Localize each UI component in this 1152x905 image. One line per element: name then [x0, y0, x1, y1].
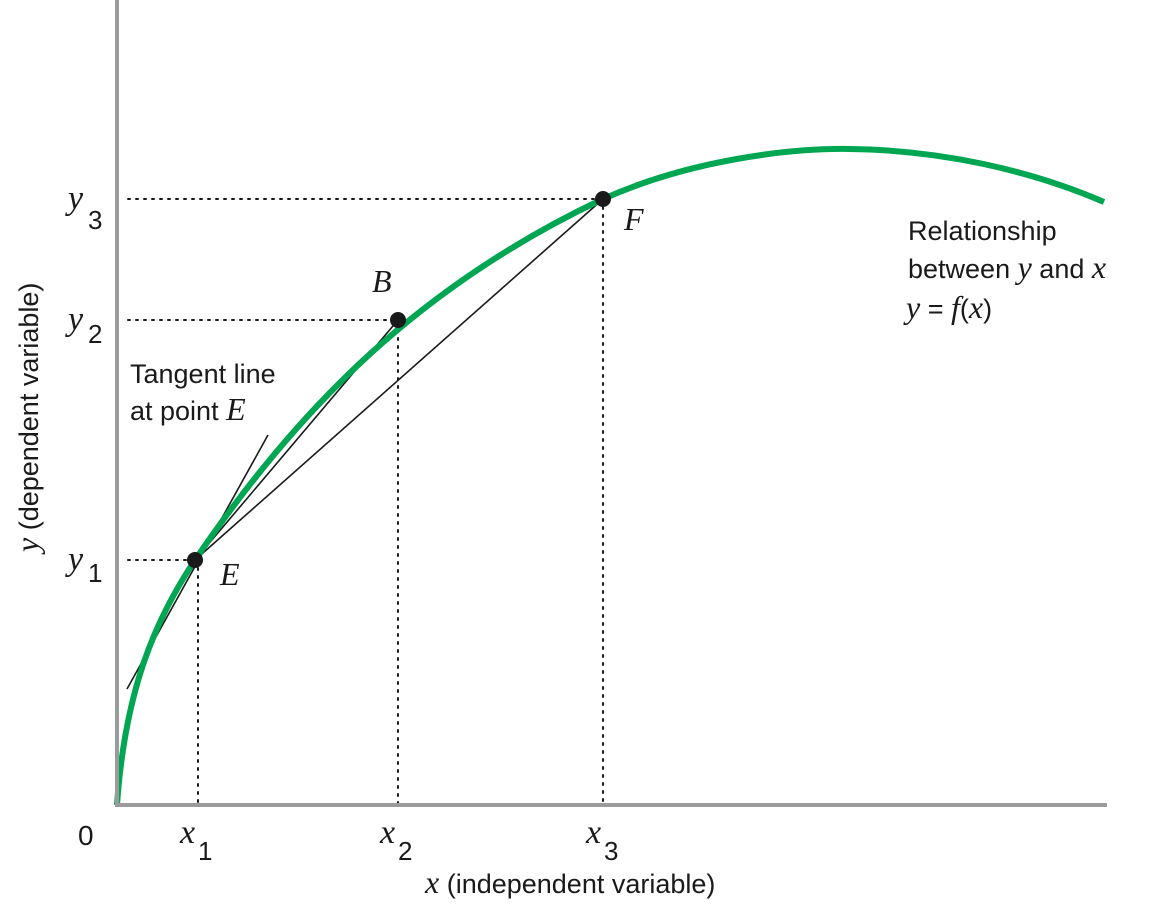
guide-lines: [127, 198, 604, 806]
curve-note: Relationship between y and x y = f(x): [903, 216, 1106, 325]
svg-text:y = f(x): y = f(x): [903, 289, 992, 325]
point-b-label: B: [372, 263, 392, 299]
origin-label: 0: [78, 820, 94, 851]
point-f-marker: [595, 191, 611, 207]
svg-text:1: 1: [198, 836, 212, 866]
y-tick-y1: y 1: [65, 541, 102, 588]
svg-text:between y and x: between y and x: [908, 249, 1106, 285]
svg-text:1: 1: [88, 558, 102, 588]
point-e-label: E: [219, 556, 240, 592]
svg-text:x: x: [179, 814, 195, 851]
svg-text:at point E: at point E: [130, 391, 246, 427]
secant-line-ef: [194, 198, 604, 561]
curve-f-of-x: [114, 145, 1106, 806]
point-b-marker: [390, 312, 406, 328]
svg-text:y: y: [65, 301, 84, 338]
x-axis-title: x (independent variable): [424, 864, 715, 900]
svg-text:Tangent line: Tangent line: [130, 359, 276, 389]
svg-text:y: y: [65, 541, 84, 578]
svg-text:y: y: [65, 180, 84, 217]
svg-text:x: x: [379, 814, 395, 851]
svg-text:2: 2: [88, 319, 102, 349]
point-e-marker: [187, 552, 203, 568]
y-axis-title: y (dependent variable): [9, 283, 45, 555]
point-f-label: F: [623, 201, 644, 237]
y-tick-y2: y 2: [65, 301, 102, 349]
y-tick-y3: y 3: [65, 180, 102, 235]
x-tick-x3: x 3: [585, 814, 618, 866]
x-tick-x1: x 1: [179, 814, 212, 866]
svg-text:2: 2: [398, 836, 412, 866]
x-tick-x2: x 2: [379, 814, 412, 866]
svg-text:3: 3: [88, 205, 102, 235]
tangent-note: Tangent line at point E: [130, 359, 276, 427]
svg-text:x: x: [585, 814, 601, 851]
svg-text:3: 3: [604, 836, 618, 866]
svg-text:Relationship: Relationship: [908, 216, 1057, 246]
